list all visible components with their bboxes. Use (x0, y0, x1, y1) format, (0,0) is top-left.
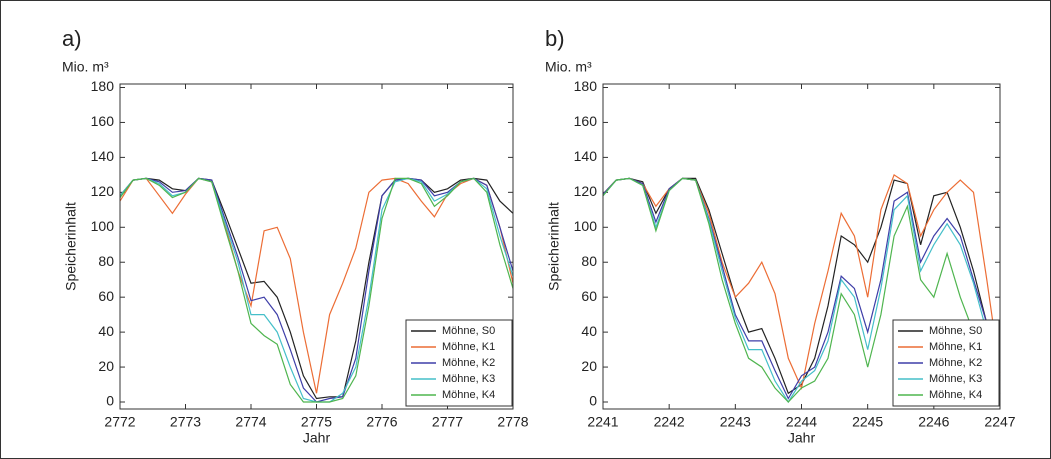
x-axis-label: Jahr (788, 430, 816, 446)
y-tick-label: 100 (574, 218, 598, 234)
plot-frame (119, 83, 514, 410)
series-line (119, 177, 514, 403)
y-tick-label: 100 (91, 218, 115, 234)
x-tick-label: 2243 (720, 414, 751, 430)
x-tick-label: 2772 (104, 414, 135, 430)
y-tick-label: 80 (98, 253, 114, 269)
x-tick-label: 2777 (432, 414, 463, 430)
y-tick-label: 140 (574, 148, 598, 164)
y-tick-label: 40 (98, 323, 114, 339)
y-tick-label: 180 (574, 78, 598, 94)
legend-label: Möhne, S0 (442, 325, 495, 337)
y-axis-label: Speicherinhalt (63, 202, 79, 291)
x-tick-label: 2775 (301, 414, 332, 430)
y-tick-label: 120 (574, 183, 598, 199)
x-tick-label: 2246 (918, 414, 949, 430)
x-tick-label: 2778 (497, 414, 528, 430)
x-tick-label: 2774 (235, 414, 266, 430)
y-axis-label: Speicherinhalt (546, 202, 562, 291)
y-tick-label: 20 (581, 358, 597, 374)
legend-label: Möhne, K1 (929, 341, 982, 353)
y-tick-label: 0 (589, 393, 597, 409)
legend-label: Möhne, S0 (929, 325, 982, 337)
legend-label: Möhne, K1 (442, 341, 495, 353)
legend-label: Möhne, K3 (929, 373, 982, 385)
panel-label: b) (545, 26, 565, 51)
x-tick-label: 2776 (366, 414, 397, 430)
plot-frame (602, 83, 1001, 410)
x-tick-label: 2244 (786, 414, 817, 430)
y-unit: Mio. m³ (545, 59, 592, 75)
y-unit: Mio. m³ (62, 59, 109, 75)
legend-label: Möhne, K4 (929, 389, 982, 401)
x-tick-label: 2773 (170, 414, 201, 430)
x-axis-label: Jahr (303, 430, 331, 446)
y-tick-label: 60 (98, 288, 114, 304)
y-tick-label: 0 (106, 393, 114, 409)
legend-label: Möhne, K4 (442, 389, 495, 401)
x-tick-label: 2245 (852, 414, 883, 430)
legend-label: Möhne, K2 (929, 357, 982, 369)
y-tick-label: 120 (91, 183, 115, 199)
y-tick-label: 20 (98, 358, 114, 374)
legend-label: Möhne, K3 (442, 373, 495, 385)
y-tick-label: 80 (581, 253, 597, 269)
x-tick-label: 2242 (654, 414, 685, 430)
x-tick-label: 2247 (984, 414, 1015, 430)
y-tick-label: 140 (91, 148, 115, 164)
legend-label: Möhne, K2 (442, 357, 495, 369)
y-tick-label: 40 (581, 323, 597, 339)
y-tick-label: 60 (581, 288, 597, 304)
series-line (602, 177, 1001, 403)
x-tick-label: 2241 (587, 414, 618, 430)
y-tick-label: 180 (91, 78, 115, 94)
y-tick-label: 160 (574, 113, 598, 129)
panel-label: a) (62, 26, 82, 51)
y-tick-label: 160 (91, 113, 115, 129)
series-line (602, 177, 1001, 400)
